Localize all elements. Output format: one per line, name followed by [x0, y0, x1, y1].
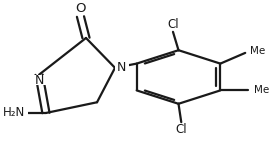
FancyBboxPatch shape	[247, 46, 268, 55]
FancyBboxPatch shape	[251, 86, 272, 95]
Text: Me: Me	[250, 46, 265, 56]
FancyBboxPatch shape	[32, 75, 46, 85]
FancyBboxPatch shape	[0, 108, 28, 118]
Text: Me: Me	[254, 85, 269, 95]
Text: Cl: Cl	[167, 18, 179, 31]
Text: H₂N: H₂N	[3, 106, 25, 120]
Text: N: N	[34, 74, 44, 86]
Text: Cl: Cl	[176, 123, 187, 136]
Text: O: O	[75, 2, 86, 15]
FancyBboxPatch shape	[169, 125, 194, 134]
FancyBboxPatch shape	[74, 4, 87, 14]
FancyBboxPatch shape	[160, 20, 185, 29]
Text: N: N	[117, 61, 127, 74]
FancyBboxPatch shape	[115, 62, 129, 73]
